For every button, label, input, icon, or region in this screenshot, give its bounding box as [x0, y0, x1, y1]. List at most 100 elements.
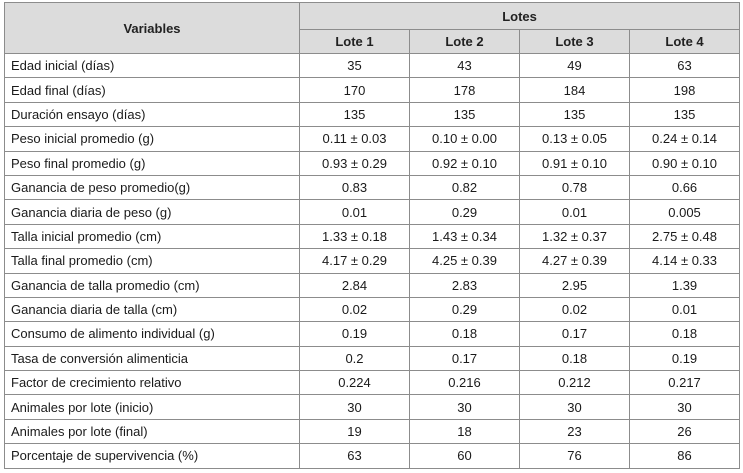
lote-3-value-cell: 0.18	[519, 345, 630, 372]
lote-3-value-cell: 0.91 ± 0.10	[519, 150, 630, 176]
lote-1-value-cell: 0.11 ± 0.03	[299, 126, 410, 152]
variable-cell: Tasa de conversión alimenticia	[4, 345, 300, 372]
lote-4-value-cell: 0.01	[628, 296, 741, 323]
variable-cell: Factor de crecimiento relativo	[4, 370, 300, 396]
lote-1-value-cell: 135	[299, 101, 410, 128]
table-row: Ganancia de peso promedio(g) 0.83 0.82 0.78…	[4, 174, 741, 201]
variable-cell: Ganancia diaria de peso (g)	[4, 199, 300, 225]
variable-cell: Talla inicial promedio (cm)	[4, 223, 300, 250]
variable-cell: Consumo de alimento individual (g)	[4, 321, 300, 347]
lote-4-value-cell: 0.18	[628, 321, 741, 347]
lote-2-value-cell: 0.92 ± 0.10	[409, 150, 520, 176]
lote-3-value-cell: 0.13 ± 0.05	[519, 126, 630, 152]
lote-2-value-cell: 0.10 ± 0.00	[409, 126, 520, 152]
lote-2-value-cell: 60	[409, 443, 520, 469]
variable-cell: Animales por lote (inicio)	[4, 394, 300, 420]
results-table: Variables Lotes Lote 1 Lote 2 Lote 3 Lot…	[4, 2, 741, 469]
header-lotes: Lotes	[298, 2, 741, 30]
lote-2-value-cell: 30	[409, 394, 520, 420]
table-row: Edad final (días) 170 178 184 198	[4, 77, 741, 103]
table-row: Consumo de alimento individual (g) 0.19 0.…	[4, 321, 741, 347]
variable-cell: Duración ensayo (días)	[4, 101, 300, 128]
header-lote-2: Lote 2	[409, 29, 520, 54]
table-row: Ganancia diaria de talla (cm) 0.02 0.29 0.0…	[4, 296, 741, 323]
header-lote-3: Lote 3	[519, 29, 630, 54]
table-row: Edad inicial (días) 35 43 49 63	[4, 52, 741, 79]
lote-2-value-cell: 4.25 ± 0.39	[409, 248, 520, 274]
lote-4-value-cell: 0.24 ± 0.14	[628, 126, 741, 152]
lote-3-value-cell: 184	[519, 77, 630, 103]
lote-4-value-cell: 0.66	[628, 174, 741, 201]
variable-cell: Ganancia de peso promedio(g)	[4, 174, 300, 201]
lote-1-value-cell: 4.17 ± 0.29	[299, 248, 410, 274]
table-row: Talla inicial promedio (cm) 1.33 ± 0.18 1.…	[4, 223, 741, 250]
lote-3-value-cell: 0.212	[519, 370, 630, 396]
lote-3-value-cell: 0.02	[519, 296, 630, 323]
lote-4-value-cell: 30	[628, 394, 741, 420]
table-header: Variables Lotes Lote 1 Lote 2 Lote 3 Lot…	[4, 2, 741, 54]
lote-2-value-cell: 1.43 ± 0.34	[409, 223, 520, 250]
table-row: Animales por lote (inicio) 30 30 30 30	[4, 394, 741, 420]
lote-4-value-cell: 1.39	[628, 272, 741, 298]
lote-1-value-cell: 0.19	[299, 321, 410, 347]
variable-cell: Edad inicial (días)	[4, 52, 300, 79]
table-row: Peso final promedio (g) 0.93 ± 0.29 0.92 ±…	[4, 150, 741, 176]
lote-2-value-cell: 0.82	[409, 174, 520, 201]
lote-4-value-cell: 0.005	[628, 199, 741, 225]
variable-cell: Edad final (días)	[4, 77, 300, 103]
lote-4-value-cell: 63	[628, 52, 741, 79]
lote-1-value-cell: 1.33 ± 0.18	[299, 223, 410, 250]
table-row: Ganancia de talla promedio (cm) 2.84 2.83 2…	[4, 272, 741, 298]
lote-4-value-cell: 135	[628, 101, 741, 128]
variable-cell: Ganancia de talla promedio (cm)	[4, 272, 300, 298]
lote-2-value-cell: 0.18	[409, 321, 520, 347]
lote-1-value-cell: 35	[299, 52, 410, 79]
lote-3-value-cell: 76	[519, 443, 630, 469]
lote-1-value-cell: 30	[299, 394, 410, 420]
variable-cell: Talla final promedio (cm)	[4, 248, 300, 274]
lote-2-value-cell: 178	[409, 77, 520, 103]
lote-2-value-cell: 0.29	[409, 296, 520, 323]
lote-2-value-cell: 0.216	[409, 370, 520, 396]
lote-1-value-cell: 19	[299, 418, 410, 445]
lote-2-value-cell: 43	[409, 52, 520, 79]
variable-cell: Peso final promedio (g)	[4, 150, 300, 176]
lote-3-value-cell: 30	[519, 394, 630, 420]
variable-cell: Porcentaje de supervivencia (%)	[4, 443, 300, 469]
lote-4-value-cell: 2.75 ± 0.48	[628, 223, 741, 250]
lote-3-value-cell: 1.32 ± 0.37	[519, 223, 630, 250]
lote-3-value-cell: 0.17	[519, 321, 630, 347]
lote-3-value-cell: 23	[519, 418, 630, 445]
lote-4-value-cell: 198	[628, 77, 741, 103]
lote-1-value-cell: 0.01	[299, 199, 410, 225]
variable-cell: Peso inicial promedio (g)	[4, 126, 300, 152]
lote-2-value-cell: 135	[409, 101, 520, 128]
lote-2-value-cell: 2.83	[409, 272, 520, 298]
lote-2-value-cell: 0.29	[409, 199, 520, 225]
header-variables: Variables	[4, 2, 300, 54]
lote-4-value-cell: 86	[628, 443, 741, 469]
lote-4-value-cell: 0.90 ± 0.10	[628, 150, 741, 176]
header-lote-4: Lote 4	[628, 29, 741, 54]
lote-1-value-cell: 0.02	[299, 296, 410, 323]
lote-1-value-cell: 2.84	[299, 272, 410, 298]
table-row: Talla final promedio (cm) 4.17 ± 0.29 4.25…	[4, 248, 741, 274]
lote-2-value-cell: 18	[409, 418, 520, 445]
lote-3-value-cell: 135	[519, 101, 630, 128]
lote-4-value-cell: 0.19	[628, 345, 741, 372]
lote-3-value-cell: 49	[519, 52, 630, 79]
lote-1-value-cell: 0.2	[299, 345, 410, 372]
lote-1-value-cell: 170	[299, 77, 410, 103]
table-row: Animales por lote (final) 19 18 23 26	[4, 418, 741, 445]
lote-4-value-cell: 4.14 ± 0.33	[628, 248, 741, 274]
table-body: Edad inicial (días) 35 43 49 63 Edad final (d…	[4, 52, 741, 469]
table-row: Peso inicial promedio (g) 0.11 ± 0.03 0.10…	[4, 126, 741, 152]
table-row: Tasa de conversión alimenticia 0.2 0.17 0.1…	[4, 345, 741, 372]
lote-2-value-cell: 0.17	[409, 345, 520, 372]
table-row: Ganancia diaria de peso (g) 0.01 0.29 0.01 0…	[4, 199, 741, 225]
lote-3-value-cell: 2.95	[519, 272, 630, 298]
table-row: Factor de crecimiento relativo 0.224 0.216…	[4, 370, 741, 396]
lote-1-value-cell: 0.83	[299, 174, 410, 201]
lote-4-value-cell: 26	[628, 418, 741, 445]
